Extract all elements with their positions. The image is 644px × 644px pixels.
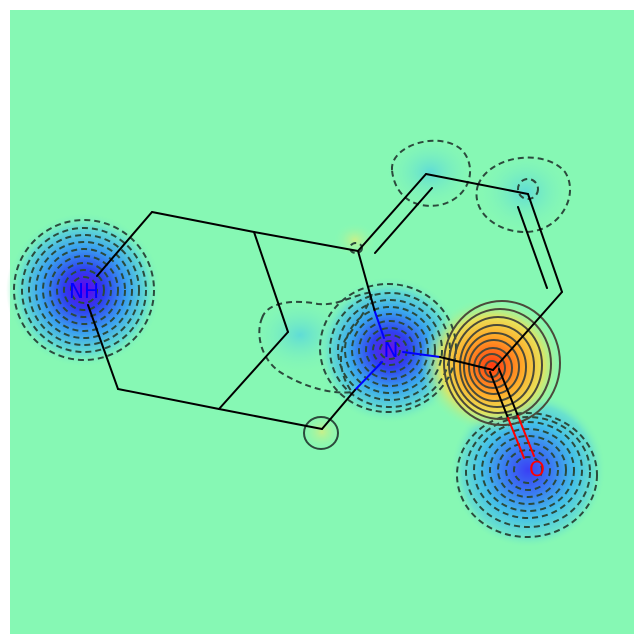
bond-nh-c6 bbox=[87, 304, 119, 390]
contours-o bbox=[456, 412, 598, 538]
bond-c11-o-a-red bbox=[507, 417, 525, 459]
bond-c9-c10 bbox=[527, 193, 563, 293]
contours-nh bbox=[13, 219, 155, 361]
atom-label-n: N bbox=[384, 338, 399, 362]
bond-c10-c11 bbox=[492, 291, 563, 371]
atom-labels: NH N O bbox=[69, 279, 545, 481]
bond-c6-c5 bbox=[117, 388, 220, 410]
bond-c3-c8-inner bbox=[374, 187, 433, 254]
bond-n-c11-blue bbox=[402, 351, 441, 358]
bond-c9-c10-inner bbox=[517, 206, 548, 289]
bond-c3-n-blue bbox=[374, 311, 385, 339]
density-yellow-1 bbox=[333, 222, 377, 258]
bond-n-c11 bbox=[439, 356, 494, 371]
bond-c11-o-b-red bbox=[517, 415, 535, 457]
bond-c3-c8 bbox=[357, 173, 427, 252]
bond-c3-n bbox=[357, 250, 376, 313]
atom-label-o: O bbox=[529, 457, 545, 481]
bond-c1-c2 bbox=[151, 211, 255, 233]
contours-small bbox=[258, 139, 571, 394]
contours-n bbox=[319, 283, 457, 413]
contour-solid-small bbox=[303, 416, 339, 450]
bonds bbox=[87, 173, 563, 459]
contours-red bbox=[443, 300, 561, 426]
bond-c8-c9 bbox=[425, 173, 529, 195]
density-cyan-top-left bbox=[382, 134, 478, 210]
bond-n-c7-blue bbox=[354, 361, 383, 391]
bond-c2-c4 bbox=[253, 231, 289, 333]
bond-c11-o-b bbox=[498, 368, 519, 417]
bond-c4-c5 bbox=[218, 331, 289, 410]
bond-c5-c7 bbox=[218, 408, 323, 430]
bond-nh-c1 bbox=[96, 211, 153, 277]
bond-c2-c3 bbox=[253, 231, 359, 252]
contour-lines bbox=[13, 139, 598, 538]
atom-label-nh: NH bbox=[69, 279, 99, 303]
density-cyan-top-right bbox=[477, 150, 573, 234]
bond-c11-o-a bbox=[489, 371, 509, 419]
bond-n-c7 bbox=[321, 389, 356, 430]
